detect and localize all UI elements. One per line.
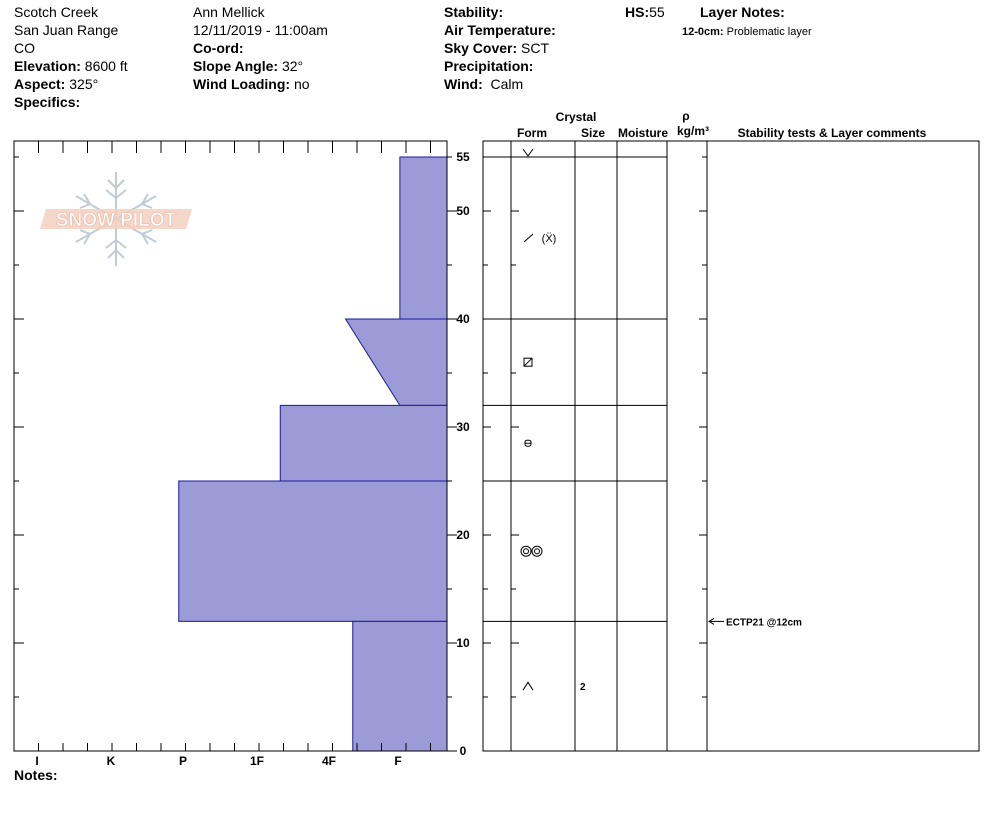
logo-text: SNOW PILOT: [56, 210, 177, 231]
observer-info: Ann Mellick 12/11/2019 - 11:00am Co-ord:…: [193, 3, 328, 93]
box-diag: [523, 357, 533, 367]
crystal-header: Crystal: [556, 110, 597, 124]
melt-forms-icon: [520, 545, 543, 557]
y-tick-label: 50: [456, 204, 470, 218]
layer-notes-entry: 12-0cm: Problematic layer: [682, 26, 812, 38]
x-tick-label: 4F: [322, 754, 336, 768]
specifics: Specifics:: [14, 94, 81, 110]
x-tick-label: K: [107, 754, 116, 768]
slash-pp-icon: (Ẍ): [523, 233, 557, 245]
hardness-layer-1: [344, 318, 448, 406]
hardness-layer-3: [178, 480, 448, 622]
aspect: Aspect: 325°: [14, 76, 99, 92]
surface-hoar-icon: [522, 148, 534, 157]
mf-circle: [531, 545, 543, 557]
notes: Notes:: [14, 767, 58, 783]
x-tick-label: 1F: [250, 754, 264, 768]
x-tick-label: F: [394, 754, 401, 768]
crystal-size: 2: [580, 682, 586, 693]
rho-header: ρ: [682, 109, 689, 123]
size-header: Size: [581, 126, 605, 140]
y-tick-label: 55: [456, 150, 470, 164]
layer-notes-title: Layer Notes:: [700, 4, 785, 20]
comments-header: Stability tests & Layer comments: [738, 126, 927, 140]
layer-table-border: [482, 140, 980, 752]
site-state: CO: [14, 40, 35, 56]
observer-name: Ann Mellick: [193, 4, 265, 20]
sky-cover: Sky Cover: SCT: [444, 40, 550, 56]
site-range: San Juan Range: [14, 22, 119, 38]
elevation: Elevation: 8600 ft: [14, 58, 128, 74]
conditions-info: Stability: Air Temperature: Sky Cover: S…: [444, 3, 556, 93]
hs: HS:55: [625, 4, 665, 20]
layer-table: (Ẍ) 2 ECTP21 @12cm: [482, 140, 980, 752]
site-info: Scotch Creek San Juan Range CO Elevation…: [14, 3, 128, 111]
mf-inner: [534, 548, 540, 555]
slope-angle: Slope Angle: 32°: [193, 58, 304, 74]
x-tick-label: I: [35, 754, 38, 768]
pp-mark: (Ẍ): [542, 233, 557, 245]
hardness-layer-0: [399, 156, 448, 320]
y-tick-label: 30: [456, 420, 470, 434]
wind-loading: Wind Loading: no: [193, 76, 310, 92]
observation-datetime: 12/11/2019 - 11:00am: [193, 22, 328, 38]
x-tick-label: P: [179, 754, 187, 768]
precipitation: Precipitation:: [444, 58, 534, 74]
hardness-profile: I K P 1F 4F F 0 10 20 30 40 50 55: [13, 140, 470, 768]
rounded-fc-icon: [524, 439, 532, 447]
slash-mark: [523, 233, 534, 243]
moisture-header: Moisture: [618, 126, 668, 140]
mf-inner: [523, 548, 529, 555]
y-tick-label: 40: [456, 312, 470, 326]
density-unit-header: kg/m³: [677, 124, 709, 138]
box-fc-icon: [523, 357, 533, 367]
stability: Stability:: [444, 4, 504, 20]
site-name: Scotch Creek: [14, 4, 99, 20]
hardness-layer-2: [279, 404, 448, 482]
form-header: Form: [517, 126, 547, 140]
depth-hoar-icon: [522, 681, 534, 691]
y-tick-label: 10: [456, 636, 470, 650]
stability-arrow-head: [708, 617, 715, 625]
wind: Wind: Calm: [444, 76, 524, 92]
snowpilot-logo: SNOW PILOT: [40, 172, 192, 266]
hardness-layer-4: [352, 620, 448, 752]
y-tick-label: 20: [456, 528, 470, 542]
box-mark: [523, 357, 533, 367]
air-temperature: Air Temperature:: [444, 22, 556, 38]
hardness-frame-border: [13, 140, 448, 752]
mf-circle: [520, 545, 532, 557]
stability-test-label: ECTP21 @12cm: [726, 617, 802, 628]
coord: Co-ord:: [193, 40, 244, 56]
dh-mark: [522, 681, 534, 691]
y-tick-label: 0: [460, 744, 467, 758]
